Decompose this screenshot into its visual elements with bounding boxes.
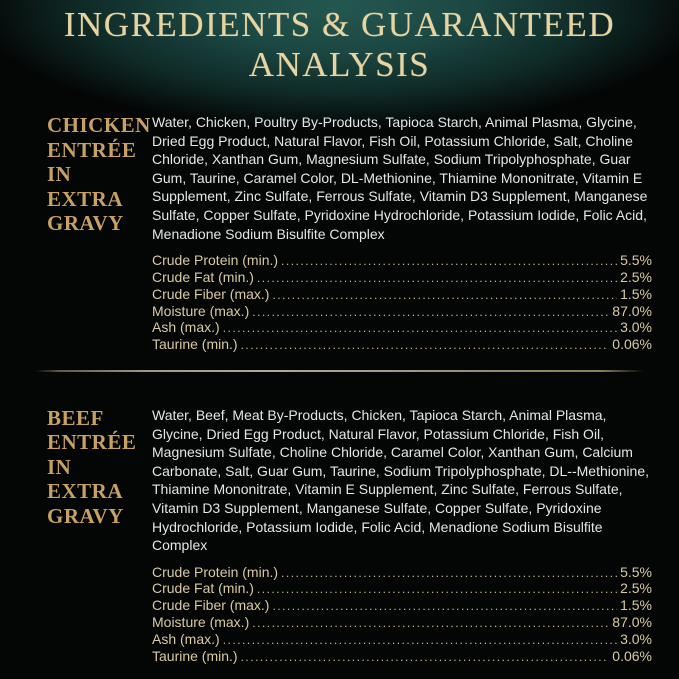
analysis-row: Crude Fiber (max.) .....................… (152, 597, 652, 614)
analysis-value: 2.5% (620, 580, 652, 597)
analysis-row: Moisture (max.) ........................… (152, 303, 652, 320)
heading-line: GRAVY (47, 211, 124, 235)
dotted-leader: ........................................… (240, 338, 610, 353)
analysis-row: Ash (max.) .............................… (152, 631, 652, 648)
analysis-value: 87.0% (612, 302, 652, 319)
heading-line: GRAVY (47, 503, 124, 528)
ingredients-text-beef: Water, Beef, Meat By-Products, Chicken, … (152, 406, 649, 554)
analysis-row: Taurine (min.) .........................… (152, 648, 652, 665)
section-divider (35, 369, 644, 372)
analysis-value: 3.0% (620, 630, 652, 647)
analysis-row: Moisture (max.) ........................… (152, 614, 652, 631)
section-content: Water, Chicken, Poultry By-Products, Tap… (152, 113, 652, 353)
analysis-row: Crude Fat (min.) .......................… (152, 580, 652, 597)
analysis-row: Crude Protein (min.) ...................… (152, 564, 652, 581)
analysis-label: Crude Fat (min.) (152, 580, 254, 597)
section-content: Water, Beef, Meat By-Products, Chicken, … (152, 406, 652, 665)
dotted-leader: ........................................… (252, 304, 609, 319)
analysis-row: Taurine (min.) .........................… (152, 336, 652, 353)
section-chicken: CHICKEN ENTRÉE IN EXTRA GRAVY Water, Chi… (0, 96, 679, 353)
analysis-label: Moisture (max.) (152, 614, 250, 631)
analysis-value: 1.5% (620, 597, 652, 614)
analysis-label: Crude Fiber (max.) (152, 597, 270, 614)
heading-line: IN EXTRA (47, 454, 124, 504)
analysis-label: Crude Protein (min.) (152, 563, 279, 580)
heading-line: CHICKEN (47, 113, 151, 137)
dotted-leader: ........................................… (272, 599, 617, 614)
analysis-label: Ash (max.) (152, 319, 220, 336)
heading-line: IN EXTRA (47, 162, 124, 211)
dotted-leader: ........................................… (222, 321, 618, 336)
analysis-label: Crude Protein (min.) (152, 252, 279, 269)
section-beef: BEEF ENTRÉE IN EXTRA GRAVY Water, Beef, … (0, 390, 679, 665)
analysis-row: Ash (max.) .............................… (152, 319, 652, 336)
analysis-label: Moisture (max.) (152, 302, 250, 319)
analysis-value: 87.0% (612, 614, 652, 631)
analysis-label: Taurine (min.) (152, 647, 238, 664)
dotted-leader: ........................................… (281, 565, 617, 580)
page-title: INGREDIENTS & GUARANTEED ANALYSIS (63, 5, 616, 84)
analysis-row: Crude Protein (min.) ...................… (152, 252, 652, 269)
analysis-label: Taurine (min.) (152, 336, 238, 353)
analysis-row: Crude Fat (min.) .......................… (152, 269, 652, 286)
dotted-leader: ........................................… (272, 287, 617, 302)
dotted-leader: ........................................… (240, 649, 610, 664)
dotted-leader: ........................................… (222, 632, 618, 647)
dotted-leader: ........................................… (256, 582, 618, 597)
analysis-label: Crude Fat (min.) (152, 268, 254, 285)
banner: INGREDIENTS & GUARANTEED ANALYSIS (0, 0, 679, 96)
analysis-table-chicken: Crude Protein (min.) ...................… (152, 252, 652, 353)
analysis-label: Ash (max.) (152, 630, 220, 647)
dotted-leader: ........................................… (281, 254, 617, 269)
section-heading-beef: BEEF ENTRÉE IN EXTRA GRAVY (47, 406, 152, 529)
heading-line: ENTRÉE (47, 430, 137, 455)
analysis-row: Crude Fiber (max.) .....................… (152, 286, 652, 303)
analysis-value: 3.0% (620, 319, 652, 336)
analysis-value: 2.5% (620, 268, 652, 285)
heading-line: ENTRÉE (47, 137, 137, 162)
analysis-value: 5.5% (620, 563, 652, 580)
heading-line: BEEF (47, 405, 104, 430)
analysis-value: 0.06% (612, 336, 652, 353)
dotted-leader: ........................................… (256, 270, 618, 285)
analysis-value: 1.5% (620, 285, 652, 302)
analysis-table-beef: Crude Protein (min.) ...................… (152, 564, 652, 665)
analysis-value: 0.06% (612, 647, 652, 664)
analysis-value: 5.5% (620, 252, 652, 269)
ingredients-text-chicken: Water, Chicken, Poultry By-Products, Tap… (152, 114, 648, 242)
section-heading-chicken: CHICKEN ENTRÉE IN EXTRA GRAVY (47, 113, 152, 236)
dotted-leader: ........................................… (252, 616, 609, 631)
analysis-label: Crude Fiber (max.) (152, 285, 270, 302)
